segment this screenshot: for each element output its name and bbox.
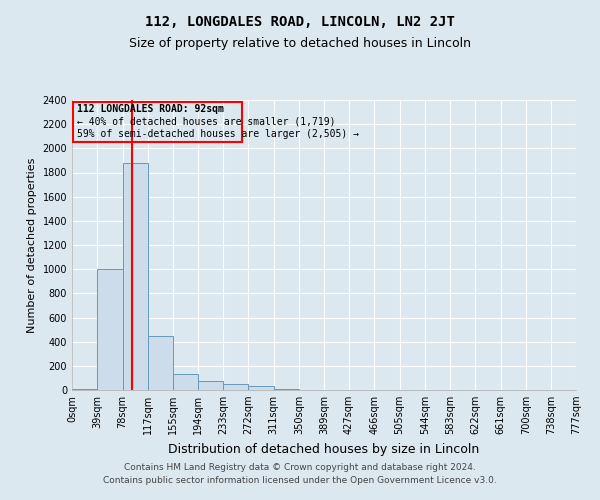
Bar [148,336,173,390]
Text: Size of property relative to detached houses in Lincoln: Size of property relative to detached ho… [129,38,471,51]
Text: ← 40% of detached houses are smaller (1,719): ← 40% of detached houses are smaller (1,… [77,116,335,126]
Bar [72,389,97,390]
Bar [122,164,148,390]
Text: Contains HM Land Registry data © Crown copyright and database right 2024.
Contai: Contains HM Land Registry data © Crown c… [103,464,497,485]
Bar [97,269,122,390]
Bar [223,384,248,390]
Bar [248,386,274,390]
Text: Distribution of detached houses by size in Lincoln: Distribution of detached houses by size … [169,444,479,456]
Text: 59% of semi-detached houses are larger (2,505) →: 59% of semi-detached houses are larger (… [77,129,359,139]
Y-axis label: Number of detached properties: Number of detached properties [27,158,37,332]
Text: 112 LONGDALES ROAD: 92sqm: 112 LONGDALES ROAD: 92sqm [77,104,224,114]
Text: 112, LONGDALES ROAD, LINCOLN, LN2 2JT: 112, LONGDALES ROAD, LINCOLN, LN2 2JT [145,15,455,29]
Bar [198,381,223,390]
Bar [173,374,198,390]
Bar [73,102,242,142]
